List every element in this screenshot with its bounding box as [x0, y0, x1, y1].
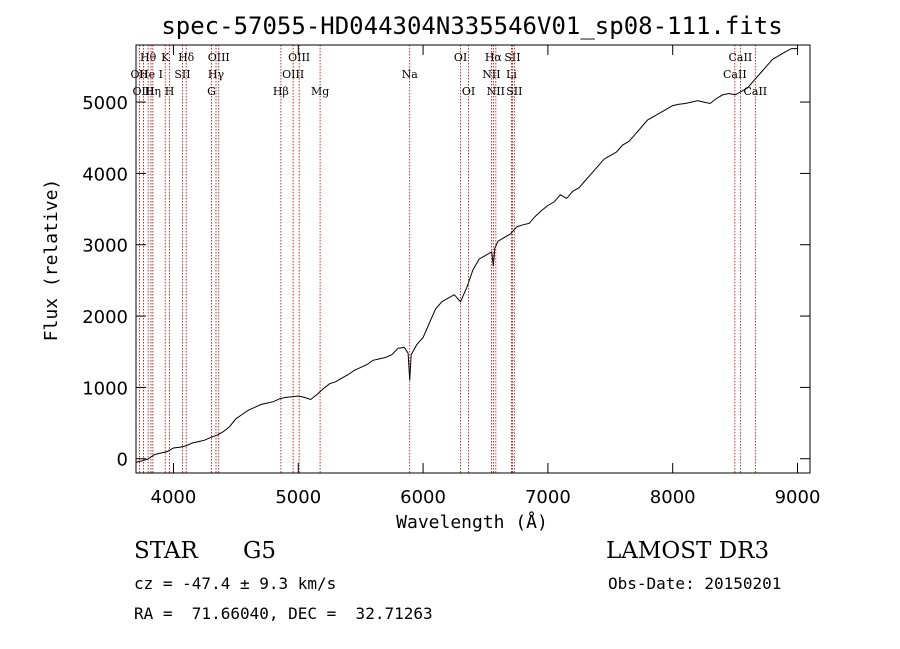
redshift-velocity: cz = -47.4 ± 9.3 km/s — [134, 574, 337, 593]
spectral-line-label: He I — [139, 68, 163, 81]
object-class: STAR — [134, 538, 198, 564]
y-tick-label: 1000 — [82, 378, 128, 399]
coordinates: RA = 71.66040, DEC = 32.71263 — [134, 604, 433, 623]
plot-frame — [135, 44, 811, 474]
y-axis-ticks: 0 1000 2000 3000 4000 5000 — [82, 93, 810, 471]
y-tick-label: 4000 — [82, 164, 128, 185]
spectral-line-label: OII — [131, 68, 149, 81]
x-tick-label: 4000 — [151, 487, 197, 508]
spectral-line-label: K — [161, 51, 170, 64]
spectral-line-markers: Hθ OII OIII He I Hη K SII H Hδ OIII Hγ G OIII OIII Hβ M… — [131, 45, 767, 473]
spectral-line-label: NII — [487, 85, 505, 98]
spectral-line-label: Hθ — [140, 51, 157, 64]
y-axis-label: Flux (relative) — [41, 179, 62, 342]
y-tick-label: 0 — [117, 450, 128, 471]
x-axis-ticks: 4000 5000 6000 7000 8000 9000 — [151, 45, 821, 508]
spectral-line-label: Na — [402, 68, 419, 81]
spectral-line-label: Li — [506, 68, 517, 81]
spectrum-chart: spec-57055-HD044304N335546V01_sp08-111.f… — [41, 12, 821, 533]
spectrum-line — [135, 48, 798, 463]
spectral-line-label: OIII — [282, 68, 304, 81]
spectral-line-label: Mg — [311, 85, 329, 98]
spectral-line-label: CaII — [743, 85, 767, 98]
spectral-line-label: SII — [506, 85, 522, 98]
chart-title: spec-57055-HD044304N335546V01_sp08-111.f… — [161, 12, 782, 40]
spectral-line-label: OI — [454, 51, 467, 64]
x-tick-label: 7000 — [525, 487, 571, 508]
object-subclass: G5 — [243, 538, 277, 564]
spectral-line-label: Hδ — [178, 51, 195, 64]
spectral-line-label: OIII — [132, 85, 154, 98]
spectral-line-label: OIII — [208, 51, 230, 64]
spectral-line-label: Hα — [485, 51, 503, 64]
spectral-line-label: H — [165, 85, 175, 98]
spectral-line-label: Hη — [145, 85, 161, 98]
x-axis-label: Wavelength (Å) — [396, 511, 548, 533]
spectral-line-label: G — [207, 85, 216, 98]
spectral-line-label: SII — [504, 51, 520, 64]
x-tick-label: 5000 — [275, 487, 321, 508]
spectral-line-label: CaII — [723, 68, 747, 81]
survey-name: LAMOST DR3 — [606, 538, 770, 564]
x-tick-label: 9000 — [775, 487, 821, 508]
spectral-line-label: Hγ — [208, 68, 225, 81]
spectral-line-label: NII — [482, 68, 500, 81]
y-tick-label: 2000 — [82, 307, 128, 328]
spectral-line-label: Hβ — [273, 85, 289, 98]
x-tick-label: 6000 — [400, 487, 446, 508]
y-tick-label: 3000 — [82, 236, 128, 257]
x-tick-label: 8000 — [650, 487, 696, 508]
observation-date: Obs-Date: 20150201 — [608, 574, 782, 593]
spectral-line-label: CaII — [729, 51, 753, 64]
spectral-line-label: OIII — [288, 51, 310, 64]
spectral-line-label: OI — [462, 85, 475, 98]
y-tick-label: 5000 — [82, 93, 128, 114]
spectral-line-label: SII — [174, 68, 190, 81]
